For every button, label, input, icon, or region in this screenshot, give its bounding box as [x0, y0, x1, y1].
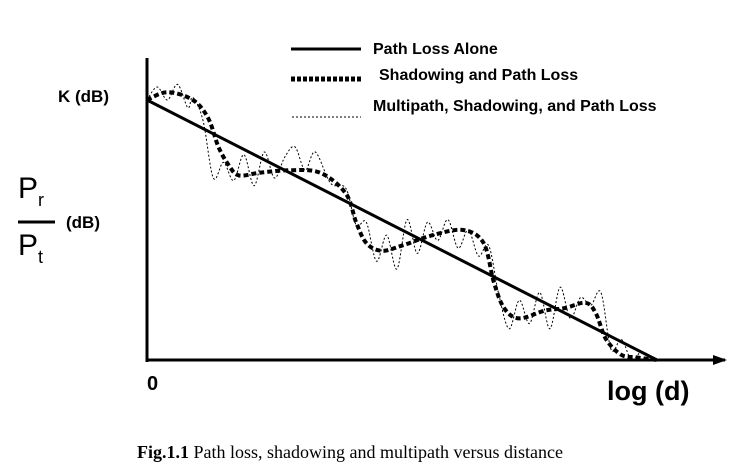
- series-layer: [146, 83, 658, 362]
- legend-label-path-loss: Path Loss Alone: [373, 41, 498, 58]
- legend-label-multipath: Multipath, Shadowing, and Path Loss: [373, 98, 657, 115]
- origin-label: 0: [147, 373, 158, 395]
- caption-text: Path loss, shadowing and multipath versu…: [189, 442, 563, 462]
- legend-label-shadowing: Shadowing and Path Loss: [379, 67, 578, 84]
- y-label-numerator: Pr: [18, 172, 44, 210]
- y-axis-label: Pr Pt (dB): [18, 172, 100, 267]
- caption-label: Fig.1.1: [137, 442, 189, 462]
- x-axis-label: log (d): [607, 376, 689, 406]
- legend: Path Loss Alone Shadowing and Path Loss …: [291, 41, 657, 118]
- y-label-unit: (dB): [66, 213, 100, 232]
- series-multipath: [146, 83, 658, 361]
- intercept-label: K (dB): [58, 87, 109, 106]
- series-shadowing: [146, 90, 658, 362]
- y-label-denominator: Pt: [18, 229, 43, 267]
- figure-caption: Fig.1.1 Path loss, shadowing and multipa…: [137, 442, 563, 462]
- series-path-loss: [146, 98, 658, 362]
